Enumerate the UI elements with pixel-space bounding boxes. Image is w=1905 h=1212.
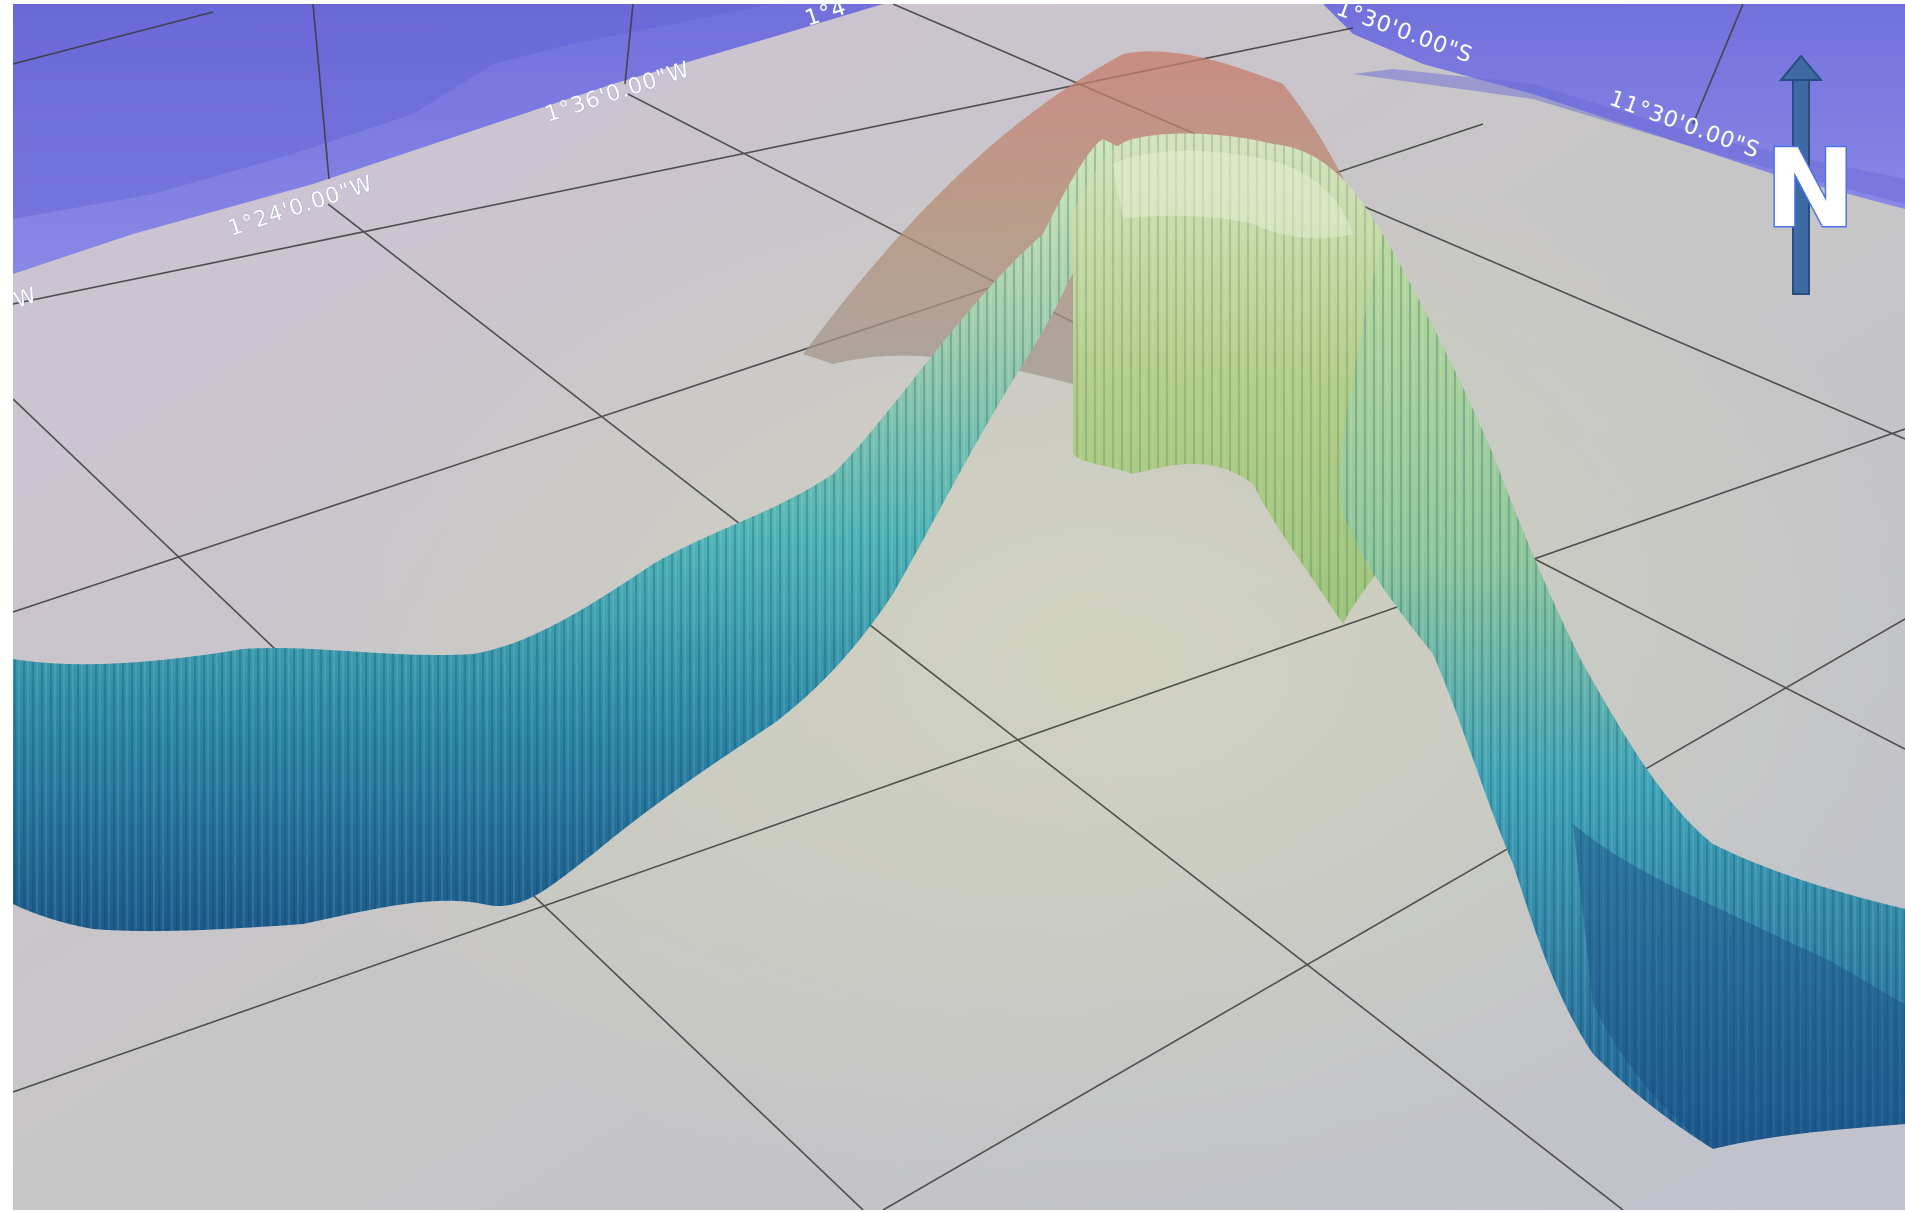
relief-ribbon-left-texture (13, 139, 1133, 932)
north-label: N (1765, 127, 1855, 252)
relief-ribbon-right-texture (1340, 234, 1905, 1149)
sea-plane-left (13, 4, 883, 274)
peak-pale-highlight (1113, 150, 1353, 239)
3d-map-viewport[interactable]: W 1°24'0.00"W 1°36'0.00"W 1°4 1°30'0.00"… (13, 4, 1905, 1210)
sea-plane-left-shading (13, 4, 773, 219)
north-arrow-icon: N (1764, 54, 1857, 295)
bathymetry-scene[interactable]: W 1°24'0.00"W 1°36'0.00"W 1°4 1°30'0.00"… (13, 4, 1905, 1210)
relief-right-shadow (1573, 824, 1905, 1149)
